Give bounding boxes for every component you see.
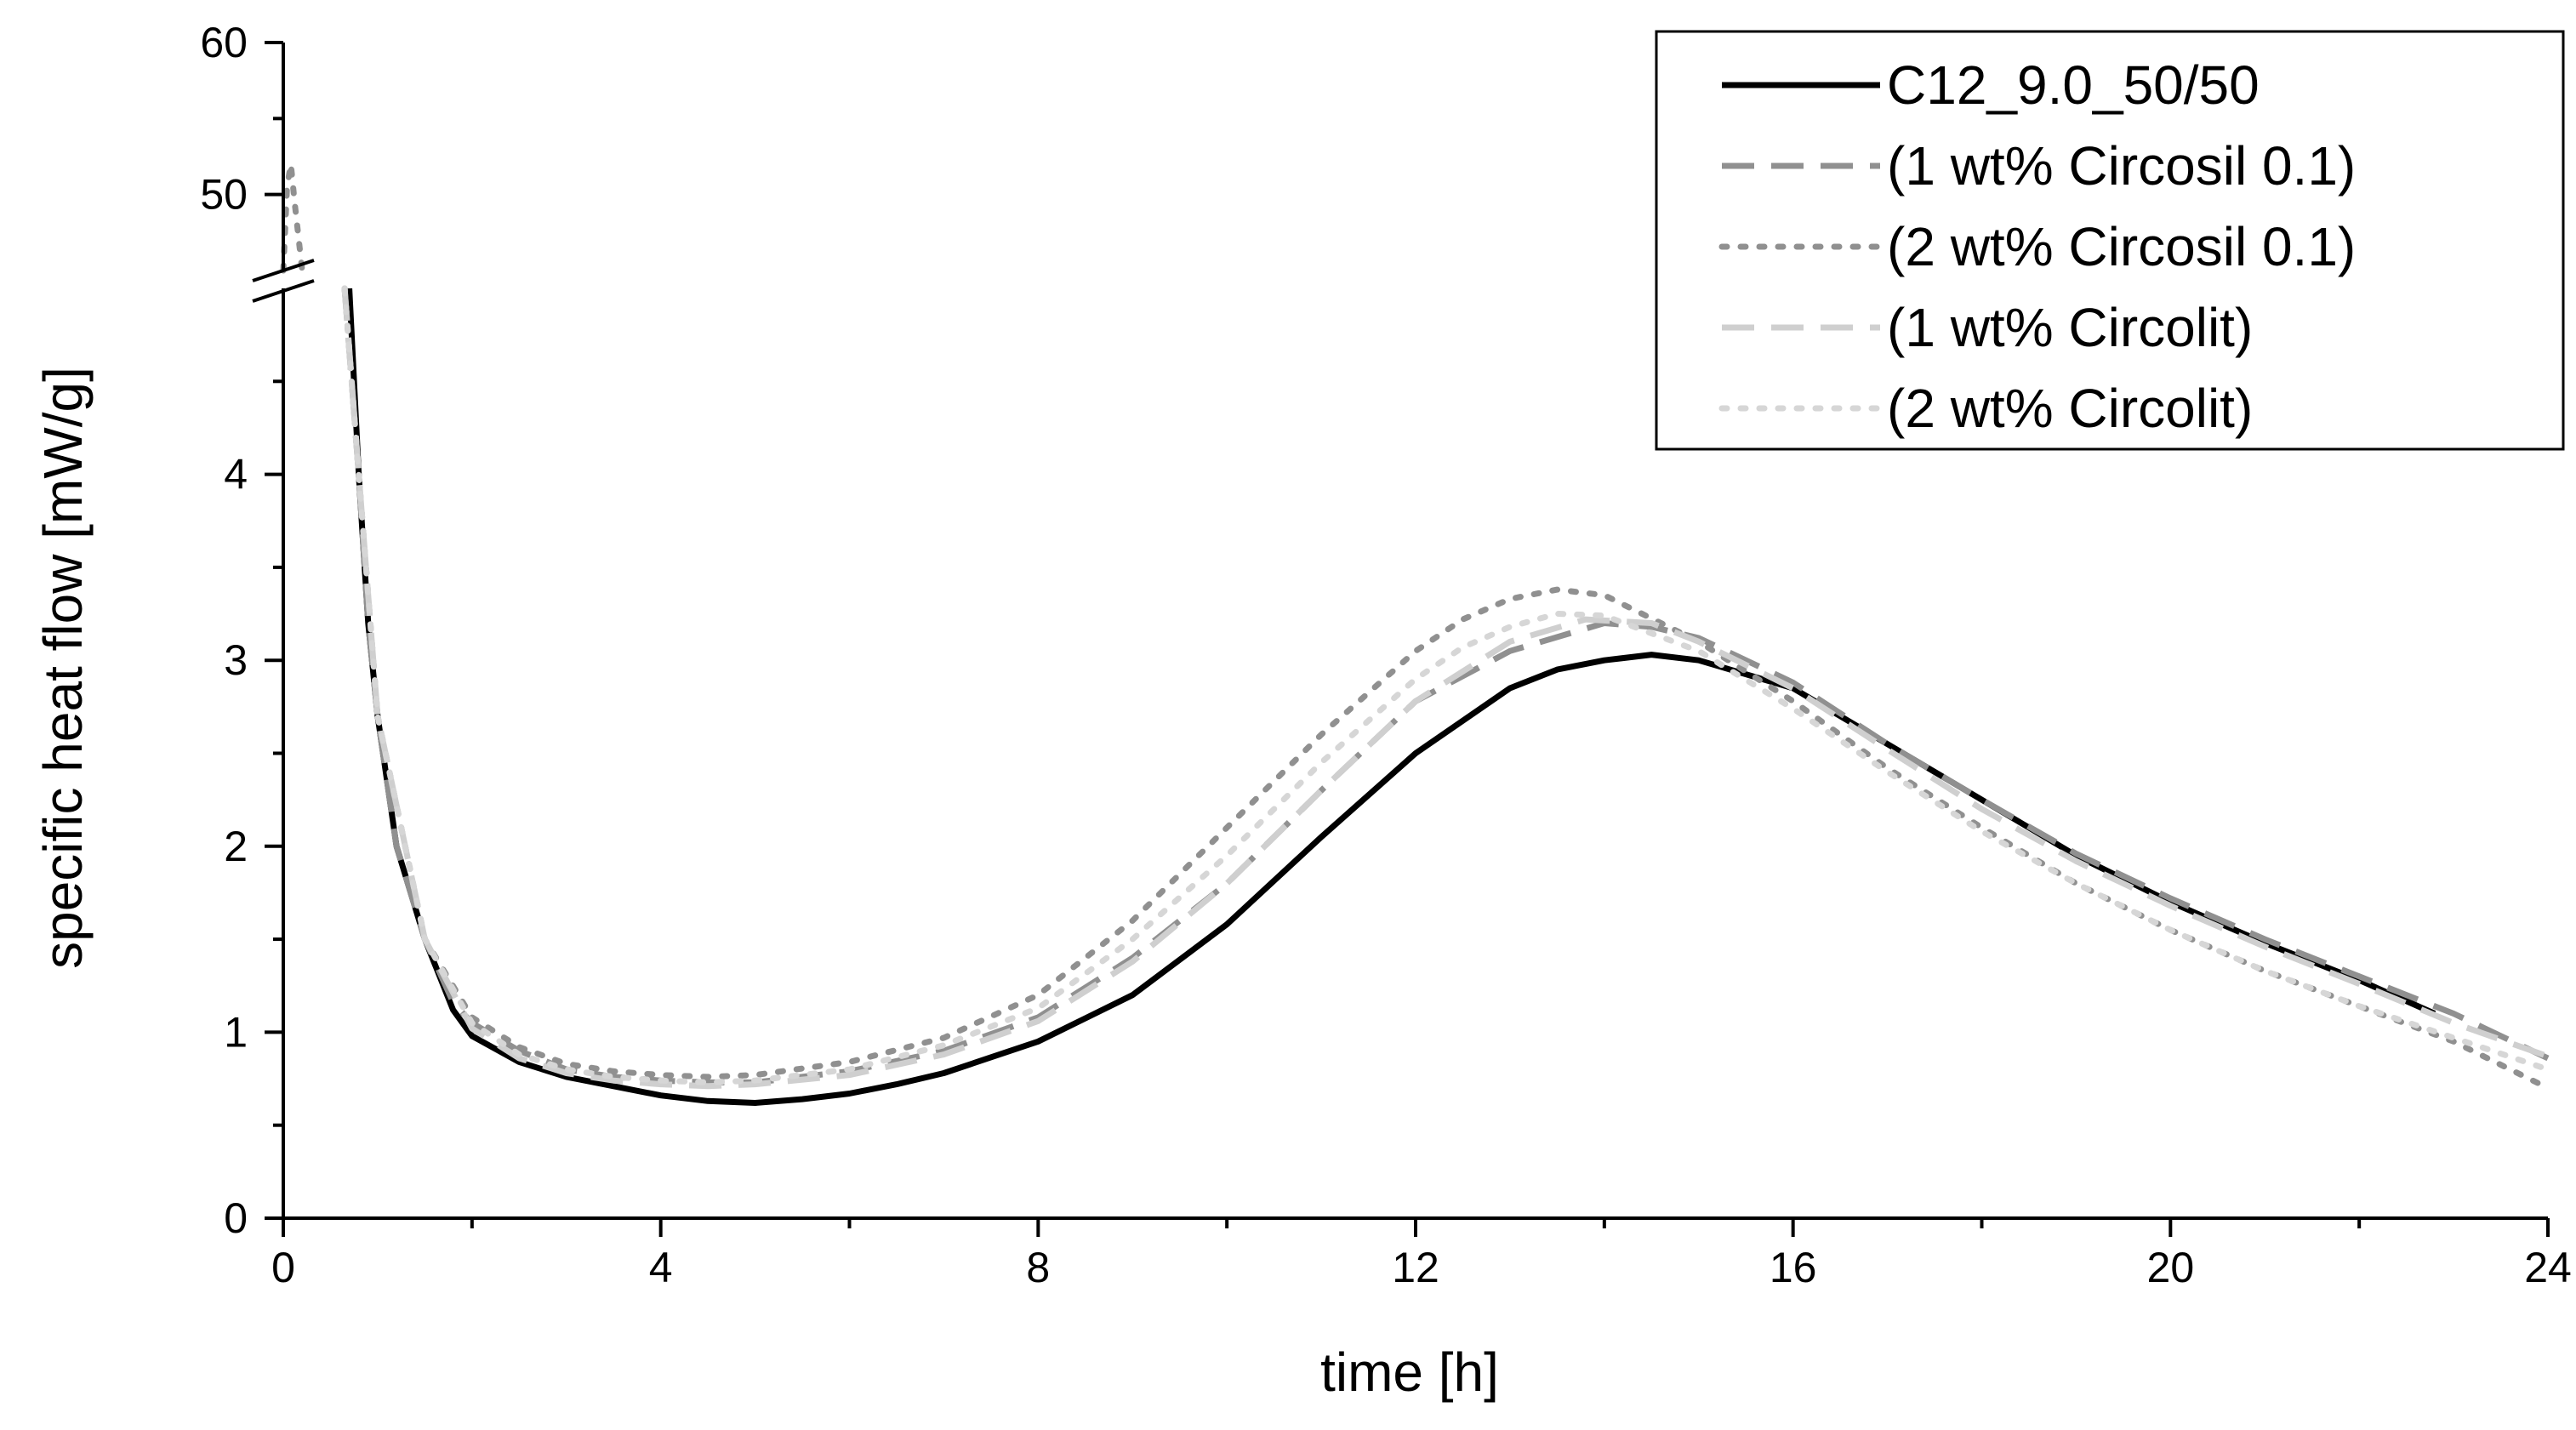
legend-label-5: (2 wt% Circolit) [1887,378,2253,439]
legend-label-2: (1 wt% Circosil 0.1) [1887,135,2356,197]
y-tick-label: 0 [224,1194,248,1242]
x-tick-label: 12 [1392,1244,1439,1291]
x-tick-label: 20 [2147,1244,2195,1291]
legend-label-3: (2 wt% Circosil 0.1) [1887,216,2356,277]
x-tick-label: 16 [1770,1244,1817,1291]
y-axis-title: specific heat flow [mW/g] [32,367,94,969]
y-tick-label: 2 [224,823,248,870]
legend: C12_9.0_50/50 (1 wt% Circosil 0.1) (2 wt% … [1655,30,2565,451]
axes [252,41,2550,1237]
x-tick-label: 8 [1026,1244,1050,1291]
y-tick-label: 3 [224,636,248,684]
y-tick-label: 1 [224,1008,248,1056]
x-axis-title: time [h] [1320,1342,1499,1403]
plot-lines [280,161,2551,1106]
y-tick-label: 4 [224,451,248,499]
legend-box [1655,30,2565,451]
x-tick-label: 24 [2524,1244,2572,1291]
axis-break-mark-lower [252,279,315,303]
legend-label-1: C12_9.0_50/50 [1887,54,2260,116]
legend-label-4: (1 wt% Circolit) [1887,297,2253,358]
series-line-5 [341,285,2551,1085]
series-line-3 [280,161,2551,1091]
axis-break-mark-upper [252,259,315,282]
y-tick-label-upper: 50 [200,171,248,219]
y-tick-label-upper: 60 [200,19,248,66]
series-line-4 [341,288,2550,1090]
x-tick-label: 0 [271,1244,295,1291]
x-tick-label: 4 [649,1244,673,1291]
